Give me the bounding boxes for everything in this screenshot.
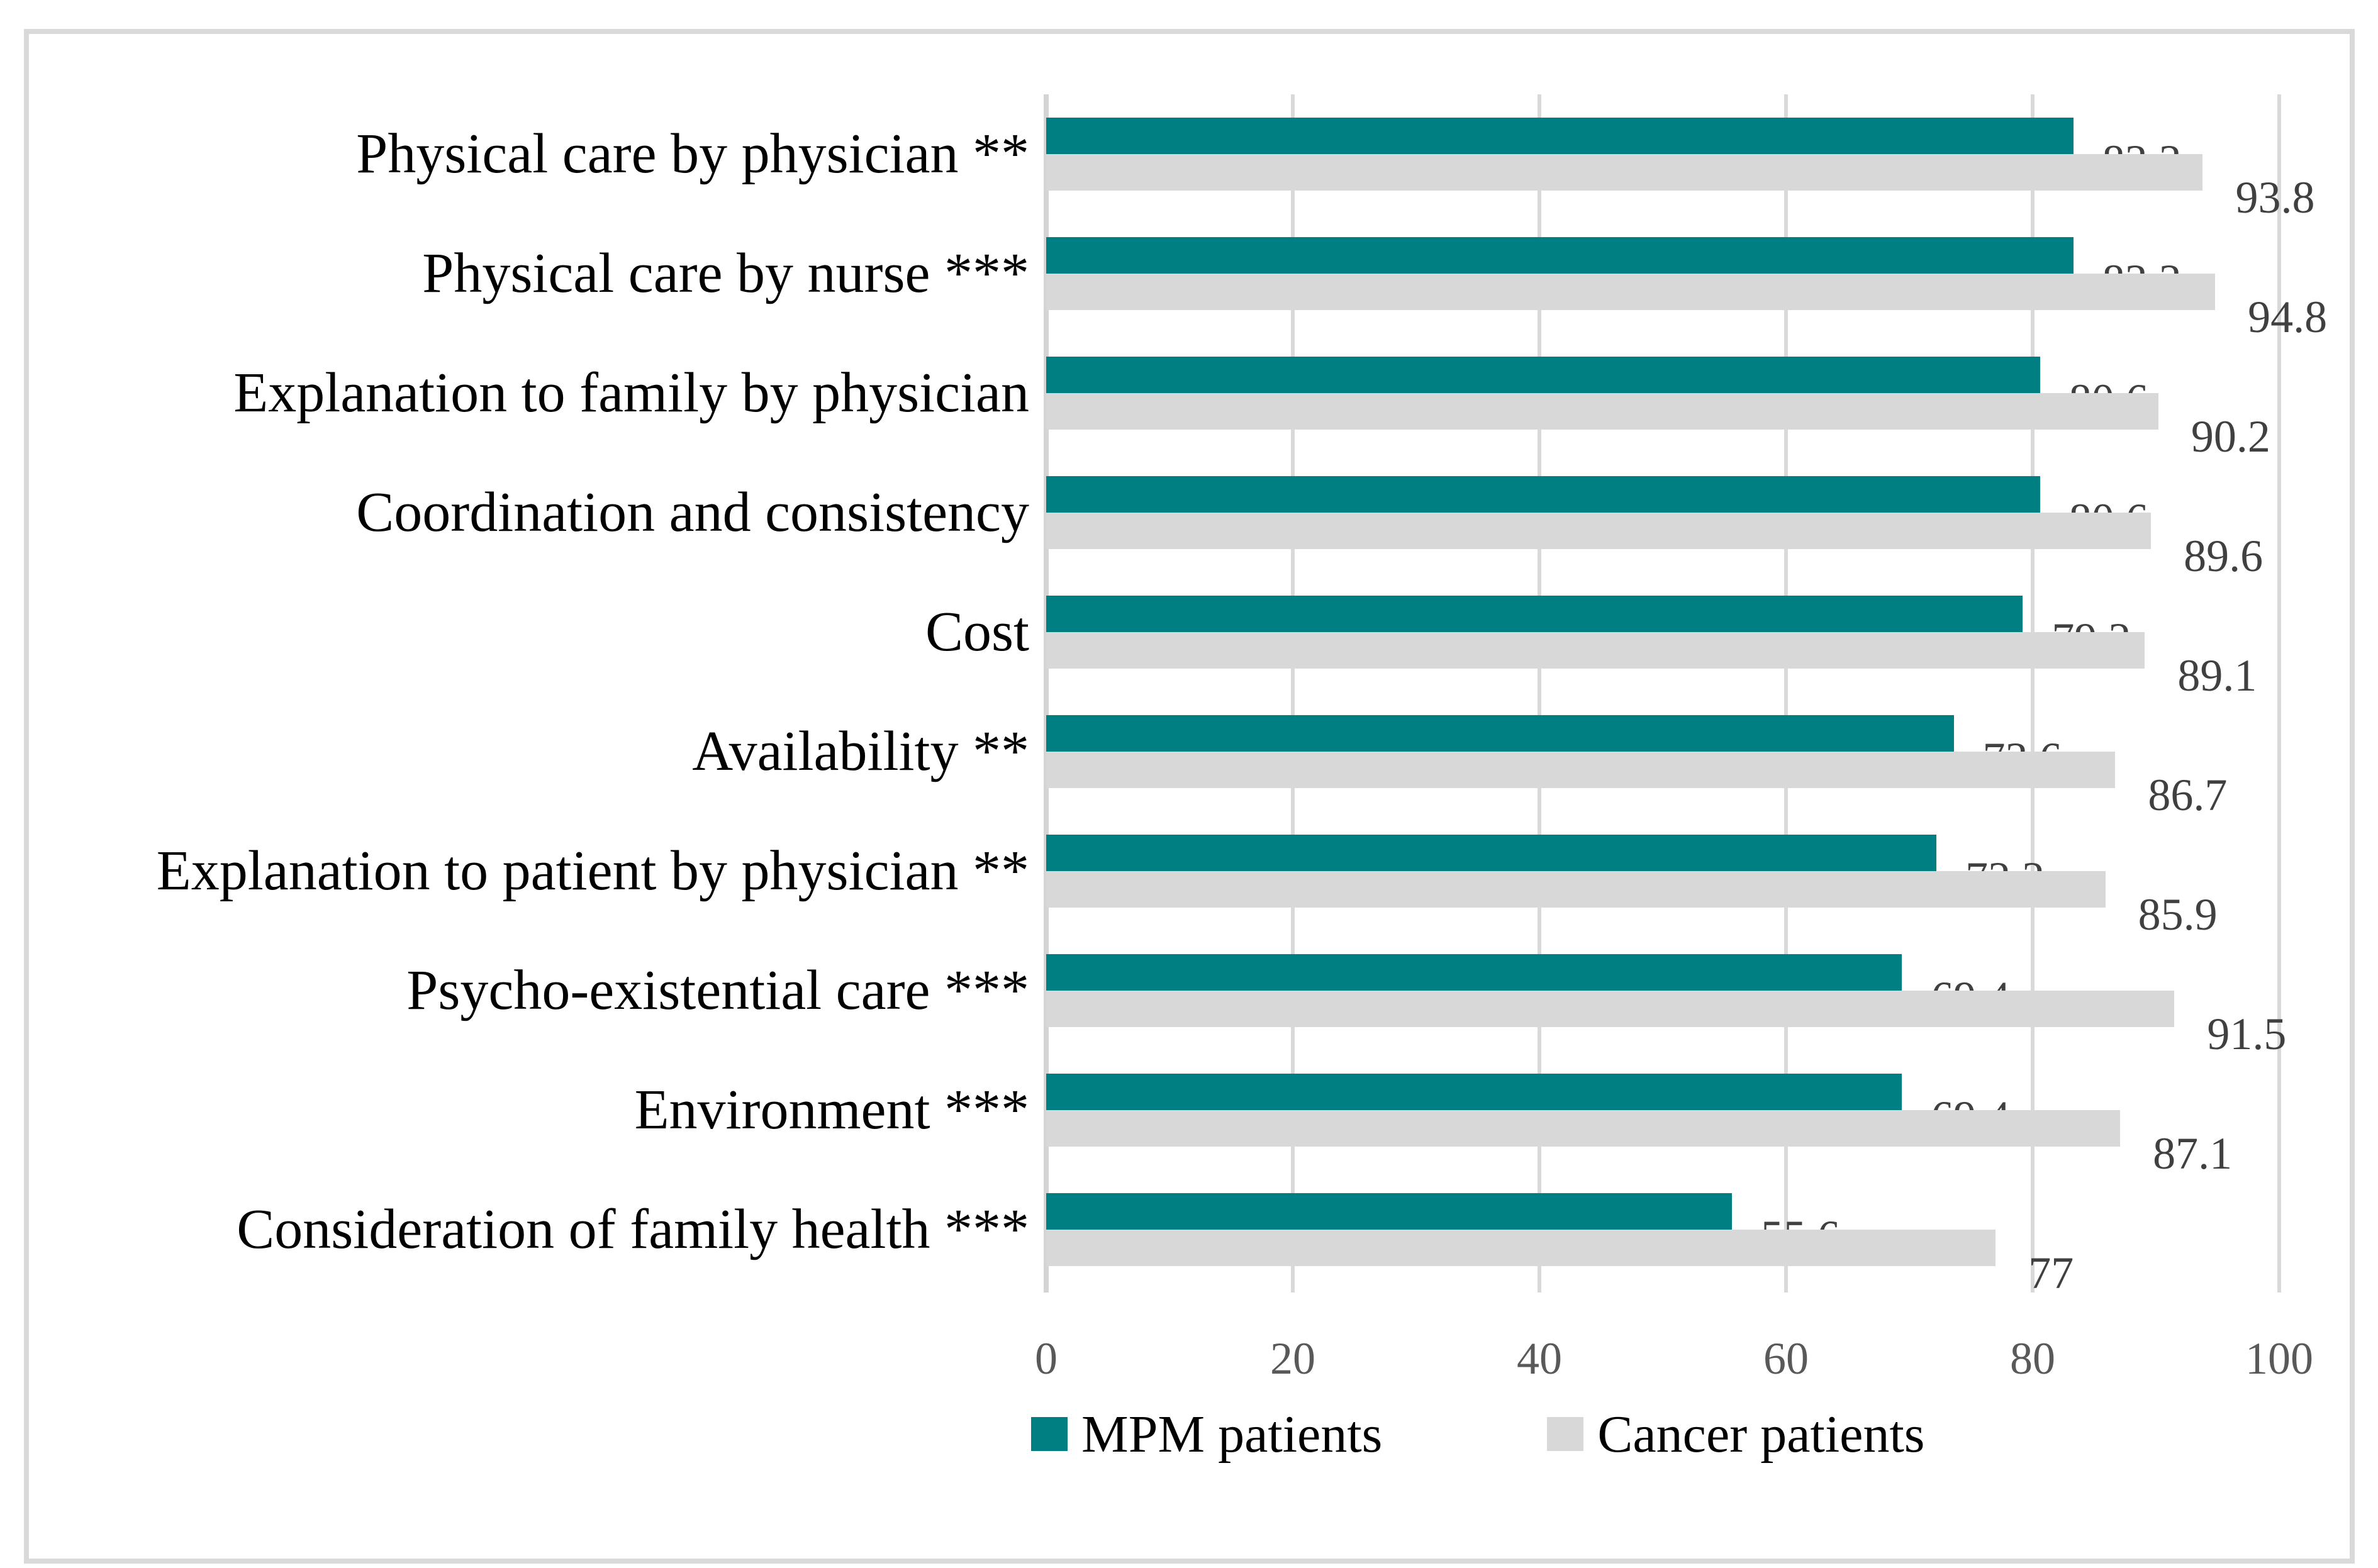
- x-tick-label: 80: [2010, 1333, 2055, 1384]
- value-label-cancer-patients: 91.5: [2207, 1009, 2287, 1059]
- category-label: Coordination and consistency: [356, 481, 1029, 543]
- gridline: [1291, 94, 1295, 1293]
- x-tick-label: 20: [1270, 1333, 1315, 1384]
- category-label: Explanation to family by physician: [233, 362, 1029, 424]
- category-label: Physical care by physician **: [356, 123, 1029, 185]
- category-label: Psycho-existential care ***: [406, 959, 1029, 1021]
- x-tick-label: 100: [2245, 1333, 2313, 1384]
- value-label-cancer-patients: 86.7: [2148, 770, 2228, 820]
- x-tick-label: 0: [1035, 1333, 1058, 1384]
- value-label-cancer-patients: 87.1: [2153, 1128, 2233, 1179]
- figure-frame: [24, 29, 2355, 1564]
- bar-cancer-patients: [1046, 1110, 2121, 1147]
- bar-mpm-patients: [1046, 476, 2040, 513]
- bar-cancer-patients: [1046, 513, 2152, 549]
- bar-mpm-patients: [1046, 715, 1954, 752]
- category-label: Environment ***: [634, 1079, 1029, 1141]
- bar-cancer-patients: [1046, 393, 2158, 430]
- gridline: [2277, 94, 2281, 1293]
- category-label: Physical care by nurse ***: [422, 242, 1029, 304]
- category-label: Availability **: [692, 720, 1029, 782]
- value-label-cancer-patients: 93.8: [2235, 172, 2315, 223]
- bar-cancer-patients: [1046, 632, 2145, 669]
- value-label-cancer-patients: 94.8: [2248, 292, 2328, 342]
- bar-mpm-patients: [1046, 1074, 1902, 1110]
- gridline: [2031, 94, 2035, 1293]
- bar-mpm-patients: [1046, 835, 1937, 871]
- bar-mpm-patients: [1046, 1193, 1732, 1230]
- x-tick-label: 60: [1763, 1333, 1809, 1384]
- category-label: Consideration of family health ***: [237, 1198, 1029, 1260]
- legend: MPM patients Cancer patients: [1031, 1399, 1925, 1469]
- y-axis-line: [1044, 94, 1049, 1293]
- bar-cancer-patients: [1046, 274, 2216, 310]
- legend-label-mpm-patients: MPM patients: [1081, 1404, 1383, 1464]
- value-label-cancer-patients: 89.1: [2177, 650, 2257, 701]
- bar-cancer-patients: [1046, 871, 2106, 908]
- bar-cancer-patients: [1046, 1230, 1996, 1266]
- legend-label-cancer-patients: Cancer patients: [1597, 1404, 1925, 1464]
- bar-cancer-patients: [1046, 752, 2116, 788]
- bar-mpm-patients: [1046, 237, 2074, 274]
- legend-swatch-cancer-patients: [1547, 1417, 1584, 1451]
- bar-cancer-patients: [1046, 154, 2203, 191]
- value-label-cancer-patients: 90.2: [2191, 411, 2270, 462]
- x-tick-label: 40: [1517, 1333, 1562, 1384]
- bar-mpm-patients: [1046, 596, 2023, 632]
- category-label: Cost: [925, 601, 1029, 663]
- gridline: [1538, 94, 1541, 1293]
- bar-cancer-patients: [1046, 991, 2175, 1027]
- value-label-cancer-patients: 77: [2028, 1248, 2074, 1298]
- category-label: Explanation to patient by physician **: [156, 840, 1029, 902]
- legend-swatch-mpm-patients: [1031, 1417, 1068, 1451]
- gridline: [1784, 94, 1788, 1293]
- value-label-cancer-patients: 85.9: [2138, 889, 2218, 940]
- bar-mpm-patients: [1046, 118, 2074, 154]
- value-label-cancer-patients: 89.6: [2184, 531, 2264, 581]
- bar-mpm-patients: [1046, 357, 2040, 393]
- bar-mpm-patients: [1046, 954, 1902, 991]
